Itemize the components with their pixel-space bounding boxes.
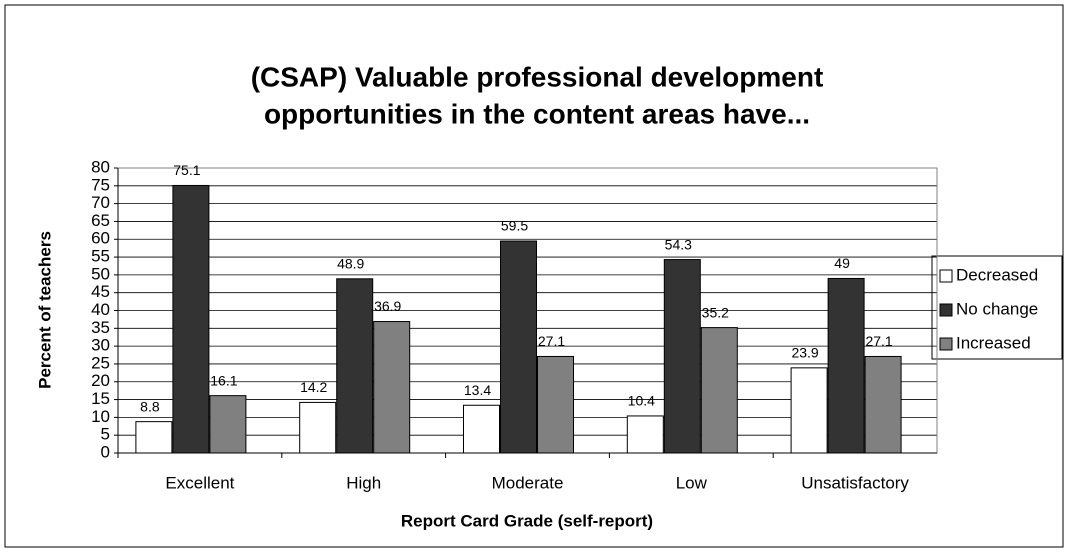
y-tick-label: 40 — [91, 300, 110, 319]
bar — [209, 395, 247, 454]
bar — [626, 415, 664, 454]
legend-swatch — [939, 303, 953, 317]
value-label: 59.5 — [501, 218, 528, 234]
y-tick-label: 70 — [91, 193, 110, 212]
bar — [373, 321, 411, 454]
y-tick-label: 55 — [91, 247, 110, 266]
bar — [500, 240, 537, 454]
bar — [172, 184, 210, 454]
x-tick-label: Low — [676, 473, 708, 492]
y-tick-label: 75 — [91, 175, 110, 194]
y-tick-label: 0 — [101, 442, 110, 461]
legend-swatch — [939, 269, 953, 283]
value-label: 16.1 — [210, 372, 237, 388]
value-label: 23.9 — [791, 345, 818, 361]
bar — [135, 421, 173, 454]
legend-swatch — [939, 337, 953, 351]
x-axis-label: Report Card Grade (self-report) — [401, 511, 653, 530]
value-label: 75.1 — [173, 162, 200, 178]
x-tick-label: High — [346, 473, 381, 492]
y-tick-label: 65 — [91, 211, 110, 230]
value-label: 27.1 — [538, 333, 565, 349]
value-label: 14.2 — [300, 379, 327, 395]
legend — [931, 255, 1063, 360]
value-label: 8.8 — [140, 398, 160, 414]
bar — [700, 327, 738, 454]
bar — [537, 355, 574, 454]
value-label: 35.2 — [702, 304, 729, 320]
value-label: 48.9 — [337, 255, 364, 271]
y-tick-label: 45 — [91, 282, 110, 301]
y-tick-label: 25 — [91, 353, 110, 372]
value-label: 13.4 — [464, 382, 491, 398]
value-label: 27.1 — [865, 333, 892, 349]
value-label: 36.9 — [374, 298, 401, 314]
bar — [463, 404, 500, 454]
y-tick-label: 15 — [91, 389, 110, 408]
legend-label: Increased — [956, 333, 1031, 352]
y-tick-label: 5 — [101, 425, 110, 444]
chart-title: opportunities in the content areas have.… — [264, 98, 810, 129]
value-label: 49 — [834, 255, 850, 271]
y-tick-label: 20 — [91, 371, 110, 390]
chart-title: (CSAP) Valuable professional development — [251, 61, 824, 92]
x-tick-label: Excellent — [165, 473, 234, 492]
bar — [827, 277, 865, 454]
x-tick-label: Unsatisfactory — [801, 473, 909, 492]
bar — [336, 278, 374, 454]
y-tick-label: 35 — [91, 318, 110, 337]
y-axis-label: Percent of teachers — [35, 231, 54, 389]
value-label: 10.4 — [628, 393, 655, 409]
y-tick-label: 10 — [91, 407, 110, 426]
y-tick-label: 50 — [91, 264, 110, 283]
value-label: 54.3 — [665, 236, 692, 252]
bar — [663, 259, 701, 454]
y-tick-label: 80 — [91, 157, 110, 176]
y-tick-label: 30 — [91, 336, 110, 355]
y-tick-label: 60 — [91, 229, 110, 248]
bar — [790, 367, 828, 454]
bar — [864, 355, 902, 454]
legend-label: No change — [956, 299, 1038, 318]
x-tick-label: Moderate — [492, 473, 564, 492]
bar — [299, 401, 337, 454]
legend-label: Decreased — [956, 265, 1038, 284]
